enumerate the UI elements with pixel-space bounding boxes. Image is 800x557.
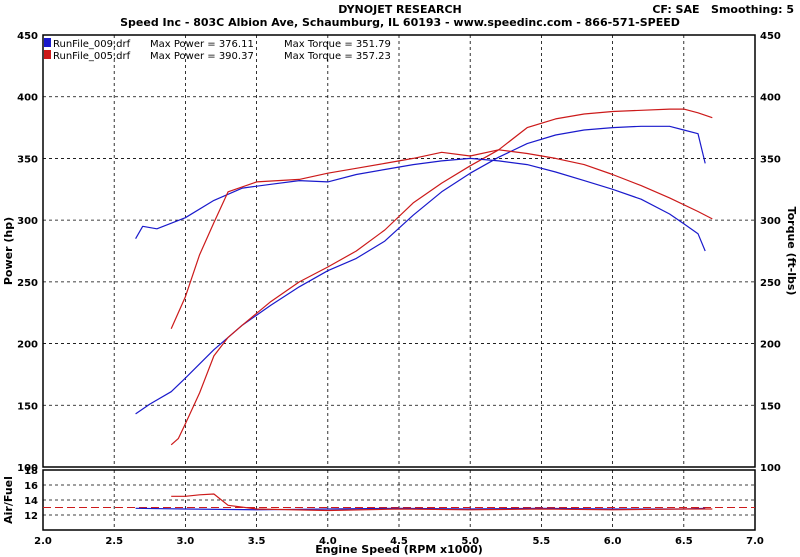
power-curve-run009 bbox=[135, 125, 706, 415]
x-tick-label: 5.5 bbox=[533, 536, 551, 547]
y2-tick-label: 450 bbox=[760, 31, 781, 42]
y-tick-label: 250 bbox=[17, 278, 38, 289]
y2-tick-label: 150 bbox=[760, 401, 781, 412]
legend-swatch-run009 bbox=[44, 38, 51, 47]
torque-curve-run009 bbox=[135, 157, 706, 252]
x-tick-label: 4.5 bbox=[390, 536, 408, 547]
x-tick-label: 5.0 bbox=[461, 536, 479, 547]
y-tick-label: 400 bbox=[17, 93, 38, 104]
legend-file-run009: RunFile_009.drf bbox=[53, 39, 131, 50]
x-tick-label: 4.0 bbox=[319, 536, 337, 547]
x-tick-label: 7.0 bbox=[746, 536, 764, 547]
x-tick-label: 2.5 bbox=[105, 536, 123, 547]
y-tick-label: 450 bbox=[17, 31, 38, 42]
x-axis-label: Engine Speed (RPM x1000) bbox=[315, 543, 483, 556]
chart-title: DYNOJET RESEARCH bbox=[338, 3, 462, 16]
y2-tick-label: 350 bbox=[760, 154, 781, 165]
y-axis-label: Power (hp) bbox=[2, 217, 15, 285]
legend-torque-run005: Max Torque = 357.23 bbox=[284, 51, 391, 62]
y2-tick-label: 100 bbox=[760, 463, 781, 474]
y2-tick-label: 400 bbox=[760, 93, 781, 104]
chart-subtitle: Speed Inc - 803C Albion Ave, Schaumburg,… bbox=[120, 16, 680, 29]
x-tick-label: 6.5 bbox=[675, 536, 693, 547]
y-tick-label: 350 bbox=[17, 154, 38, 165]
legend-power-run009: Max Power = 376.11 bbox=[150, 39, 254, 50]
torque-curve-run005 bbox=[170, 149, 713, 330]
af-curves bbox=[135, 493, 713, 512]
y2-tick-label: 200 bbox=[760, 340, 781, 351]
af-tick-label: 12 bbox=[24, 511, 38, 522]
legend-power-run005: Max Power = 390.37 bbox=[150, 51, 254, 62]
y-tick-label: 300 bbox=[17, 216, 38, 227]
af-grid bbox=[43, 470, 755, 530]
smoothing-label: Smoothing: 5 bbox=[711, 3, 794, 16]
y2-axis-label: Torque (ft-lbs) bbox=[785, 207, 798, 296]
y2-tick-label: 250 bbox=[760, 278, 781, 289]
cf-label: CF: SAE bbox=[652, 3, 700, 16]
main-grid bbox=[43, 35, 755, 467]
legend-swatch-run005 bbox=[44, 50, 51, 59]
power-curve-run005 bbox=[170, 108, 713, 446]
y-tick-label: 200 bbox=[17, 340, 38, 351]
x-tick-label: 2.0 bbox=[34, 536, 52, 547]
main-curves bbox=[135, 108, 713, 446]
y-tick-label: 100 bbox=[17, 463, 38, 474]
legend-torque-run009: Max Torque = 351.79 bbox=[284, 39, 391, 50]
x-tick-label: 3.0 bbox=[177, 536, 195, 547]
x-tick-label: 6.0 bbox=[604, 536, 622, 547]
af-tick-label: 18 bbox=[24, 466, 38, 477]
legend-file-run005: RunFile_005.drf bbox=[53, 51, 131, 62]
y-tick-label: 150 bbox=[17, 401, 38, 412]
af-tick-label: 14 bbox=[24, 496, 38, 507]
af-curve-run005 bbox=[171, 493, 713, 512]
af-axis-label: Air/Fuel bbox=[2, 476, 15, 524]
cf-smoothing-label: CF: SAE Smoothing: 5 bbox=[652, 3, 794, 16]
af-tick-label: 16 bbox=[24, 481, 38, 492]
legend: RunFile_009.drf Max Power = 376.11 Max T… bbox=[44, 38, 391, 62]
x-tick-label: 3.5 bbox=[248, 536, 266, 547]
y2-tick-label: 300 bbox=[760, 216, 781, 227]
